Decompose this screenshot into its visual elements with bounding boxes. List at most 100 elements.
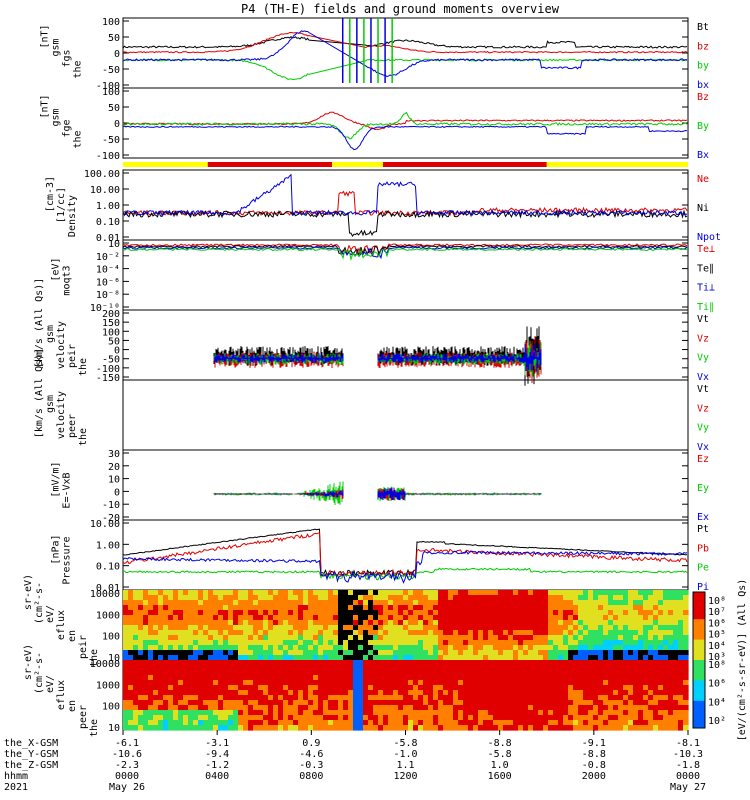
spec-cell [618,695,624,701]
spec-cell [273,700,279,706]
spec-cell [123,605,129,611]
spec-cell [573,590,579,596]
spec-cell [328,670,334,676]
spec-cell [628,655,634,661]
spec-cell [438,630,444,636]
spec-cell [498,720,504,726]
spec-cell [498,650,504,656]
colorbar-step [693,670,705,675]
spec-cell [428,620,434,626]
spec-cell [283,710,289,716]
spec-cell [663,635,669,641]
spec-cell [523,645,529,651]
spec-cell [178,720,184,726]
spec-cell [578,665,584,671]
spec-cell [373,680,379,686]
spec-cell [443,660,449,666]
spec-cell [398,595,404,601]
spec-cell [518,705,524,711]
spec-cell [128,710,134,716]
spec-cell [658,675,664,681]
spec-cell [258,725,264,731]
y-tick-label: 10.00 [90,185,120,196]
y-label-line: Density [67,195,78,237]
spec-cell [238,630,244,636]
spec-cell [328,640,334,646]
spec-cell [268,605,274,611]
x-tick-z: 1.0 [491,760,509,771]
spec-cell [353,620,359,626]
spec-cell [203,710,209,716]
spec-cell [658,620,664,626]
spec-cell [633,610,639,616]
spec-cell [243,670,249,676]
spec-cell [498,600,504,606]
spec-cell [288,615,294,621]
spec-cell [123,670,129,676]
y-tick-label: 10 [108,723,120,734]
x-tick-hhmm: 0800 [299,771,323,782]
legend-entry: bz [697,41,709,52]
spec-cell [193,635,199,641]
y-tick-label: 10000 [90,589,120,600]
spec-cell [608,655,614,661]
spec-cell [568,670,574,676]
spec-cell [678,610,684,616]
spec-cell [268,675,274,681]
spec-cell [168,655,174,661]
spec-cell [303,590,309,596]
spec-cell [603,615,609,621]
spec-cell [248,590,254,596]
spec-cell [143,595,149,601]
spec-cell [283,670,289,676]
spec-cell [593,625,599,631]
spec-cell [363,660,369,666]
spec-cell [563,675,569,681]
colorbar-step [693,619,705,624]
spec-cell [633,720,639,726]
series-bx-fge [122,125,688,151]
spec-cell [383,720,389,726]
spec-cell [278,665,284,671]
spec-cell [173,665,179,671]
spec-cell [393,630,399,636]
spec-cell [318,675,324,681]
spec-cell [613,685,619,691]
spec-cell [153,690,159,696]
spec-cell [138,670,144,676]
spec-cell [333,675,339,681]
spec-cell [258,595,264,601]
spec-cell [153,630,159,636]
spec-cell [193,695,199,701]
spec-cell [133,640,139,646]
spec-cell [433,705,439,711]
spec-cell [408,590,414,596]
spec-cell [313,695,319,701]
spec-cell [663,655,669,661]
spec-cell [478,675,484,681]
spec-cell [208,700,214,706]
spec-cell [658,600,664,606]
spec-cell [683,640,689,646]
colorbar-step [693,643,705,647]
spec-cell [518,680,524,686]
spec-cell [598,660,604,666]
spec-cell [363,665,369,671]
spec-cell [263,695,269,701]
spec-cell [123,700,129,706]
spec-cell [248,715,254,721]
spec-cell [568,610,574,616]
spec-cell [613,665,619,671]
spec-cell [553,590,559,596]
spec-cell [353,655,359,661]
spec-cell [178,710,184,716]
spec-cell [188,725,194,731]
spec-cell [163,670,169,676]
spec-cell [283,605,289,611]
spec-cell [378,640,384,646]
spec-cell [278,590,284,596]
spec-cell [448,600,454,606]
spec-cell [493,630,499,636]
spec-cell [448,625,454,631]
spec-cell [273,725,279,731]
